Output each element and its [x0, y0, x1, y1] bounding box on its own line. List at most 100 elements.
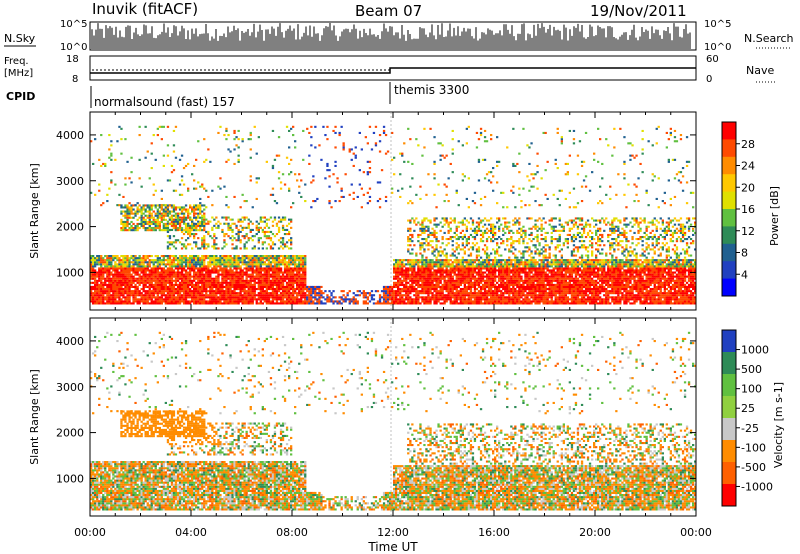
heatmap-cell	[449, 259, 452, 262]
heatmap-cell	[189, 259, 192, 262]
heatmap-cell	[124, 214, 127, 217]
heatmap-cell	[100, 164, 103, 167]
heatmap-cell	[211, 292, 214, 295]
heatmap-cell	[96, 296, 99, 299]
heatmap-cell	[269, 247, 273, 250]
heatmap-cell	[126, 160, 129, 163]
heatmap-cell	[433, 231, 436, 234]
heatmap-cell	[411, 275, 414, 278]
heatmap-cell	[180, 298, 184, 301]
heatmap-cell	[207, 230, 210, 233]
heatmap-cell	[172, 279, 176, 282]
heatmap-cell	[308, 288, 311, 291]
heatmap-cell	[279, 283, 283, 286]
nave-label: Nave	[746, 64, 774, 77]
heatmap-cell	[174, 257, 178, 260]
heatmap-cell	[318, 296, 321, 299]
heatmap-cell	[348, 290, 351, 293]
heatmap-cell	[158, 214, 161, 217]
heatmap-cell	[144, 290, 147, 293]
heatmap-cell	[209, 259, 212, 262]
heatmap-cell	[178, 259, 182, 262]
heatmap-cell	[399, 261, 402, 264]
heatmap-cell	[273, 259, 277, 262]
heatmap-cell	[148, 298, 151, 301]
heatmap-cell	[368, 200, 372, 203]
heatmap-cell	[130, 156, 133, 159]
heatmap-cell	[199, 202, 202, 205]
heatmap-cell	[451, 138, 454, 141]
heatmap-cell	[423, 275, 426, 278]
heatmap-cell	[419, 285, 422, 288]
heatmap-cell	[102, 263, 105, 266]
heatmap-cell	[162, 216, 165, 219]
heatmap-cell	[288, 275, 291, 278]
heatmap-cell	[269, 255, 273, 258]
heatmap-cell	[203, 225, 206, 228]
heatmap-cell	[241, 288, 244, 291]
heatmap-cell	[176, 222, 180, 225]
heatmap-cell	[118, 283, 121, 286]
heatmap-cell	[201, 290, 204, 293]
heatmap-cell	[140, 261, 143, 264]
heatmap-cell	[378, 206, 382, 209]
heatmap-cell	[150, 296, 153, 299]
heatmap-cell	[102, 277, 105, 280]
heatmap-cell	[189, 288, 192, 291]
heatmap-cell	[197, 140, 200, 143]
heatmap-cell	[275, 281, 279, 284]
heatmap-cell	[114, 298, 117, 301]
heatmap-cell	[382, 285, 386, 288]
heatmap-cell	[245, 302, 248, 305]
heatmap-cell	[162, 255, 165, 258]
heatmap-cell	[411, 271, 414, 274]
heatmap-cell	[413, 294, 416, 297]
heatmap-cell	[138, 281, 141, 284]
heatmap-cell	[201, 296, 204, 299]
heatmap-cell	[146, 206, 149, 209]
heatmap-cell	[362, 193, 365, 196]
heatmap-cell	[449, 294, 452, 297]
heatmap-cell	[134, 212, 137, 215]
heatmap-cell	[415, 294, 418, 297]
heatmap-cell	[322, 292, 325, 295]
heatmap-cell	[106, 298, 109, 301]
heatmap-cell	[441, 250, 444, 253]
heatmap-cell	[237, 237, 240, 240]
heatmap-cell	[255, 226, 258, 229]
heatmap-cell	[245, 283, 248, 286]
heatmap-cell	[397, 300, 400, 303]
heatmap-cell	[455, 290, 458, 293]
heatmap-cell	[172, 218, 176, 221]
heatmap-cell	[378, 150, 382, 153]
heatmap-cell	[158, 216, 161, 219]
heatmap-cell	[463, 223, 466, 226]
heatmap-cell	[191, 279, 194, 282]
heatmap-cell	[162, 164, 165, 167]
heatmap-cell	[90, 285, 93, 288]
heatmap-cell	[126, 302, 129, 305]
heatmap-cell	[126, 218, 129, 221]
heatmap-cell	[277, 261, 281, 264]
heatmap-cell	[174, 156, 178, 159]
heatmap-cell	[184, 208, 188, 211]
heatmap-cell	[445, 273, 448, 276]
heatmap-cell	[92, 259, 95, 262]
heatmap-cell	[271, 187, 275, 190]
heatmap-cell	[463, 267, 466, 270]
heatmap-cell	[413, 275, 416, 278]
heatmap-cell	[332, 290, 335, 293]
heatmap-cell	[182, 269, 186, 272]
heatmap-cell	[140, 300, 143, 303]
heatmap-cell	[195, 222, 198, 225]
heatmap-cell	[253, 247, 256, 250]
heatmap-cell	[225, 298, 228, 301]
heatmap-cell	[306, 285, 309, 288]
heatmap-cell	[124, 269, 127, 272]
heatmap-cell	[134, 261, 137, 264]
heatmap-cell	[427, 265, 430, 268]
heatmap-cell	[132, 302, 135, 305]
heatmap-cell	[174, 239, 178, 242]
heatmap-cell	[98, 158, 101, 161]
heatmap-cell	[215, 216, 218, 219]
